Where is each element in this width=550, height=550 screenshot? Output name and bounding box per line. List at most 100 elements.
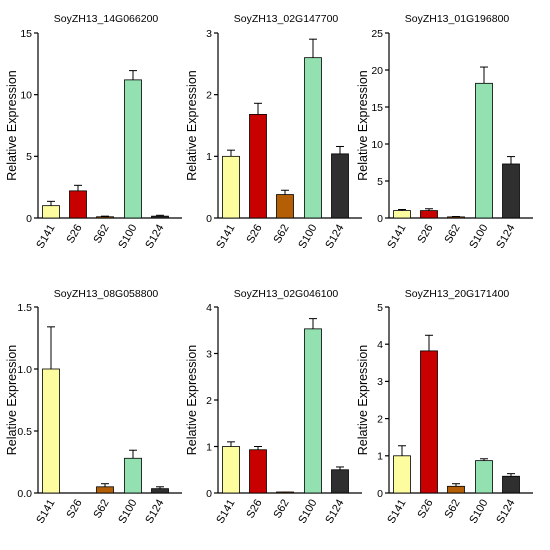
bar-S141: [42, 205, 60, 219]
bar-S141: [393, 210, 411, 219]
y-tick-label: 25: [371, 28, 383, 40]
bar-S62: [96, 486, 114, 494]
y-tick-label: 0: [206, 213, 212, 225]
y-axis-title: Relative Expression: [5, 345, 19, 456]
x-tick-label-S100: S100: [116, 498, 139, 526]
bar-S124: [151, 215, 169, 219]
y-tick-label: 1: [206, 441, 212, 453]
y-tick-label: 20: [371, 65, 383, 77]
x-tick-label-S141: S141: [34, 498, 57, 526]
y-axis-title: Relative Expression: [356, 70, 370, 181]
bar-S62: [276, 491, 294, 494]
bar-S100: [475, 460, 493, 494]
x-tick-label-S26: S26: [415, 223, 435, 246]
bar-S124: [502, 475, 520, 494]
x-tick-label-S62: S62: [91, 223, 111, 246]
y-tick-label: 2: [206, 395, 212, 407]
y-tick-label: 0: [206, 488, 212, 500]
y-axis-title: Relative Expression: [185, 345, 199, 456]
y-tick-label: 1.5: [17, 302, 32, 314]
y-tick-label: 4: [377, 339, 383, 351]
x-tick-label-S141: S141: [34, 223, 57, 251]
y-tick-label: 1: [377, 451, 383, 463]
y-axis-title: Relative Expression: [356, 345, 370, 456]
bar-S124: [331, 153, 349, 219]
x-tick-label-S124: S124: [323, 498, 346, 526]
chart-panel-5: SoyZH13_02G046100 Relative Expression 0 1 2 3…: [185, 288, 362, 526]
x-tick-label-S100: S100: [116, 223, 139, 251]
x-tick-label-S124: S124: [323, 223, 346, 251]
bar-S100: [475, 82, 493, 219]
y-tick-label: 0: [377, 213, 383, 225]
x-tick-label-S26: S26: [244, 498, 264, 521]
x-tick-label-S62: S62: [91, 498, 111, 521]
y-tick-label: 1.0: [17, 364, 32, 376]
y-tick-label: 10: [371, 139, 383, 151]
bar-S141: [222, 446, 240, 494]
x-tick-label-S62: S62: [271, 223, 291, 246]
y-tick-label: 10: [20, 89, 32, 101]
x-tick-label-S141: S141: [214, 498, 237, 526]
chart-title: SoyZH13_20G171400: [405, 288, 510, 300]
y-tick-label: 4: [206, 302, 212, 314]
x-tick-label-S100: S100: [296, 498, 319, 526]
y-tick-label: 3: [377, 376, 383, 388]
bar-S62: [447, 216, 465, 219]
y-tick-label: 1: [206, 151, 212, 163]
bar-S100: [304, 328, 322, 494]
x-tick-label-S124: S124: [494, 498, 517, 526]
bar-S141: [393, 455, 411, 494]
y-tick-label: 5: [26, 151, 32, 163]
x-tick-label-S62: S62: [442, 223, 462, 246]
bar-S26: [420, 350, 438, 494]
x-tick-label-S100: S100: [467, 223, 490, 251]
y-tick-label: 3: [206, 28, 212, 40]
bar-S62: [276, 194, 294, 219]
bar-S26: [420, 210, 438, 219]
x-tick-label-S141: S141: [214, 223, 237, 251]
y-axis-title: Relative Expression: [185, 70, 199, 181]
chart-title: SoyZH13_08G058800: [54, 288, 159, 300]
x-tick-label-S124: S124: [494, 223, 517, 251]
chart-title: SoyZH13_02G046100: [234, 288, 339, 300]
x-tick-label-S124: S124: [143, 223, 166, 251]
x-tick-label-S100: S100: [467, 498, 490, 526]
y-tick-label: 15: [371, 102, 383, 114]
x-tick-label-S62: S62: [271, 498, 291, 521]
y-tick-label: 0: [377, 488, 383, 500]
x-tick-label-S26: S26: [415, 498, 435, 521]
x-tick-label-S141: S141: [385, 223, 408, 251]
x-tick-label-S62: S62: [442, 498, 462, 521]
bar-S124: [502, 163, 520, 219]
x-tick-label-S26: S26: [244, 223, 264, 246]
y-axis-title: Relative Expression: [5, 70, 19, 181]
chart-panel-3: SoyZH13_01G196800 Relative Expression 0 5 10…: [356, 13, 533, 251]
y-tick-label: 5: [377, 176, 383, 188]
y-tick-label: 2: [377, 413, 383, 425]
y-tick-label: 0.5: [17, 426, 32, 438]
y-tick-label: 0.0: [17, 488, 32, 500]
bar-S26: [69, 190, 87, 219]
chart-panel-1: SoyZH13_14G066200 Relative Expression 0 5 10…: [5, 13, 182, 251]
y-tick-label: 5: [377, 302, 383, 314]
x-tick-label-S124: S124: [143, 498, 166, 526]
bar-S141: [42, 368, 60, 494]
bar-S100: [304, 57, 322, 219]
y-tick-label: 2: [206, 89, 212, 101]
bar-S26: [249, 449, 267, 494]
x-tick-label-S100: S100: [296, 223, 319, 251]
chart-title: SoyZH13_02G147700: [234, 13, 339, 25]
x-tick-label-S141: S141: [385, 498, 408, 526]
x-tick-label-S26: S26: [64, 223, 84, 246]
y-tick-label: 3: [206, 348, 212, 360]
y-tick-label: 15: [20, 28, 32, 40]
chart-title: SoyZH13_01G196800: [405, 13, 510, 25]
bar-S26: [249, 114, 267, 219]
bar-S62: [96, 216, 114, 219]
bar-S124: [331, 469, 349, 494]
chart-panel-2: SoyZH13_02G147700 Relative Expression 0 1 2 3…: [185, 13, 362, 251]
chart-panel-4: SoyZH13_08G058800 Relative Expression 0.0 0…: [5, 288, 182, 526]
chart-title: SoyZH13_14G066200: [54, 13, 159, 25]
